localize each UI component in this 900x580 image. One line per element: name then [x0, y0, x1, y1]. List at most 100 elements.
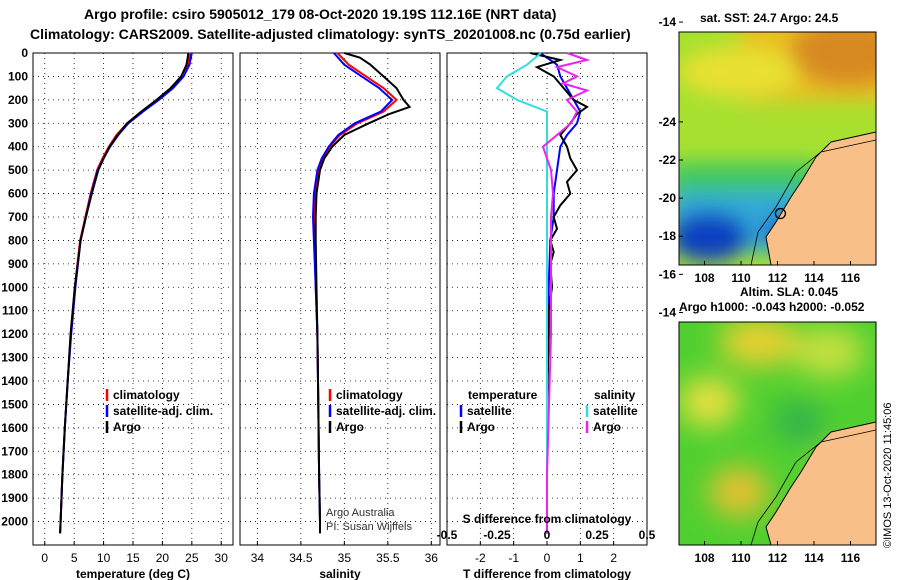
x-tick-label: 36	[425, 551, 439, 565]
sst-map-image	[679, 32, 876, 265]
lat-tick-label: -14	[659, 305, 677, 319]
lat-tick-label: -24	[659, 115, 677, 129]
lat-tick-label: -14	[659, 15, 677, 29]
legend-sal-climatology-label: climatology	[336, 388, 403, 402]
legend-diff-sal-argo-label: Argo	[593, 420, 621, 434]
legend-diff-temp-satellite-label: satellite	[467, 404, 512, 418]
y-tick-label: 1600	[1, 421, 28, 435]
legend-diff-temp-argo-label: Argo	[467, 420, 495, 434]
hot-zone	[789, 32, 876, 87]
sla-map-title-line1: Altim. SLA: 0.045	[740, 285, 839, 299]
x-tick-label: 20	[156, 551, 170, 565]
y-tick-label: 1300	[1, 351, 28, 365]
lon-tick-label: 110	[731, 551, 751, 565]
y-tick-label: 1000	[1, 280, 28, 294]
yellow-zone	[679, 47, 799, 97]
y-tick-label: 1700	[1, 444, 28, 458]
sla-blob	[679, 377, 739, 427]
sst-map-title: sat. SST: 24.7 Argo: 24.5	[700, 11, 839, 25]
y-tick-label: 1400	[1, 374, 28, 388]
pi-note: PI: Susan Wijffels	[326, 521, 412, 533]
sla-blob	[709, 467, 769, 517]
x-tick-label: -2	[475, 551, 486, 565]
figure-title-line2: Climatology: CARS2009. Satellite-adjuste…	[30, 26, 631, 42]
secondary-x-tick-label: -0.5	[437, 528, 458, 542]
isobath	[750, 139, 876, 265]
series-line-salinity-satellite	[495, 52, 548, 534]
y-tick-label: 500	[8, 163, 28, 177]
x-tick-label: 0	[544, 551, 551, 565]
lon-tick-label: 116	[841, 271, 861, 285]
sla-blob	[774, 402, 824, 442]
panel-frame	[239, 52, 441, 546]
sla-field	[679, 322, 876, 517]
y-tick-label: 700	[8, 210, 28, 224]
sst-field	[679, 32, 876, 262]
secondary-x-tick-label: 0	[544, 528, 551, 542]
x-tick-label: 34.5	[289, 551, 313, 565]
x-axis-label: T difference from climatology	[463, 567, 631, 580]
lat-tick-label: -22	[659, 153, 677, 167]
y-tick-label: 1200	[1, 327, 28, 341]
x-tick-label: 30	[215, 551, 229, 565]
legend-sal-argo-label: Argo	[336, 420, 364, 434]
x-tick-label: 25	[185, 551, 199, 565]
series-line-argo	[314, 52, 412, 534]
sla-blob	[719, 322, 799, 367]
lon-tick-label: 114	[804, 551, 824, 565]
lon-tick-label: 114	[804, 271, 824, 285]
lon-tick-label: 112	[768, 551, 788, 565]
y-tick-label: 400	[8, 140, 28, 154]
legend-temp-satellite-label: satellite-adj. clim.	[113, 404, 213, 418]
figure-title-line1: Argo profile: csiro 5905012_179 08-Oct-2…	[84, 6, 557, 22]
y-tick-label: 600	[8, 187, 28, 201]
y-tick-label: 900	[8, 257, 28, 271]
y-tick-label: 2000	[1, 515, 28, 529]
series-line-temperature-argo	[530, 52, 589, 534]
argo-float-marker	[774, 207, 787, 220]
secondary-x-axis-label: S difference from climatology	[463, 512, 632, 526]
x-tick-label: 10	[97, 551, 111, 565]
x-axis-label: temperature (deg C)	[76, 567, 190, 580]
x-tick-label: 2	[610, 551, 617, 565]
y-tick-label: 1800	[1, 468, 28, 482]
lon-tick-label: 112	[768, 271, 788, 285]
deep-blue-zone	[679, 212, 749, 262]
x-tick-label: 15	[126, 551, 140, 565]
x-axis-label: salinity	[319, 567, 361, 580]
secondary-x-tick-label: -0.25	[483, 528, 511, 542]
y-tick-label: 200	[8, 93, 28, 107]
y-tick-label: 1500	[1, 397, 28, 411]
legend-diff-sal-title: salinity	[594, 388, 636, 402]
isobath	[750, 429, 876, 545]
land	[765, 421, 876, 545]
secondary-x-tick-label: 0.25	[585, 528, 609, 542]
y-tick-label: 300	[8, 116, 28, 130]
x-tick-label: 0	[41, 551, 48, 565]
legend-sal-satellite-label: satellite-adj. clim.	[336, 404, 436, 418]
legend-diff-temp-title: temperature	[468, 388, 538, 402]
x-tick-label: 1	[577, 551, 584, 565]
lat-tick-label: -20	[659, 191, 677, 205]
lon-tick-label: 108	[695, 271, 715, 285]
y-tick-label: 1900	[1, 491, 28, 505]
x-tick-label: 5	[71, 551, 78, 565]
lat-tick-label: -16	[659, 267, 677, 281]
y-tick-label: 1100	[2, 304, 28, 318]
series-line-salinity-argo	[541, 52, 591, 534]
y-tick-label: 0	[21, 46, 28, 60]
argo-australia-note: Argo Australia	[326, 507, 395, 519]
lat-tick-label: -18	[659, 229, 677, 243]
sla-map-image	[679, 322, 876, 545]
x-tick-label: 34	[251, 551, 265, 565]
sla-map-title-line2: Argo h1000: -0.043 h2000: -0.052	[679, 300, 865, 314]
lon-tick-label: 116	[841, 551, 861, 565]
legend-diff-sal-satellite-label: satellite	[593, 404, 638, 418]
secondary-x-tick-label: 0.5	[639, 528, 656, 542]
x-tick-label: 35	[338, 551, 352, 565]
legend-temp-climatology-label: climatology	[113, 388, 180, 402]
lon-tick-label: 108	[695, 551, 715, 565]
y-tick-label: 800	[8, 233, 28, 247]
x-tick-label: -1	[508, 551, 519, 565]
